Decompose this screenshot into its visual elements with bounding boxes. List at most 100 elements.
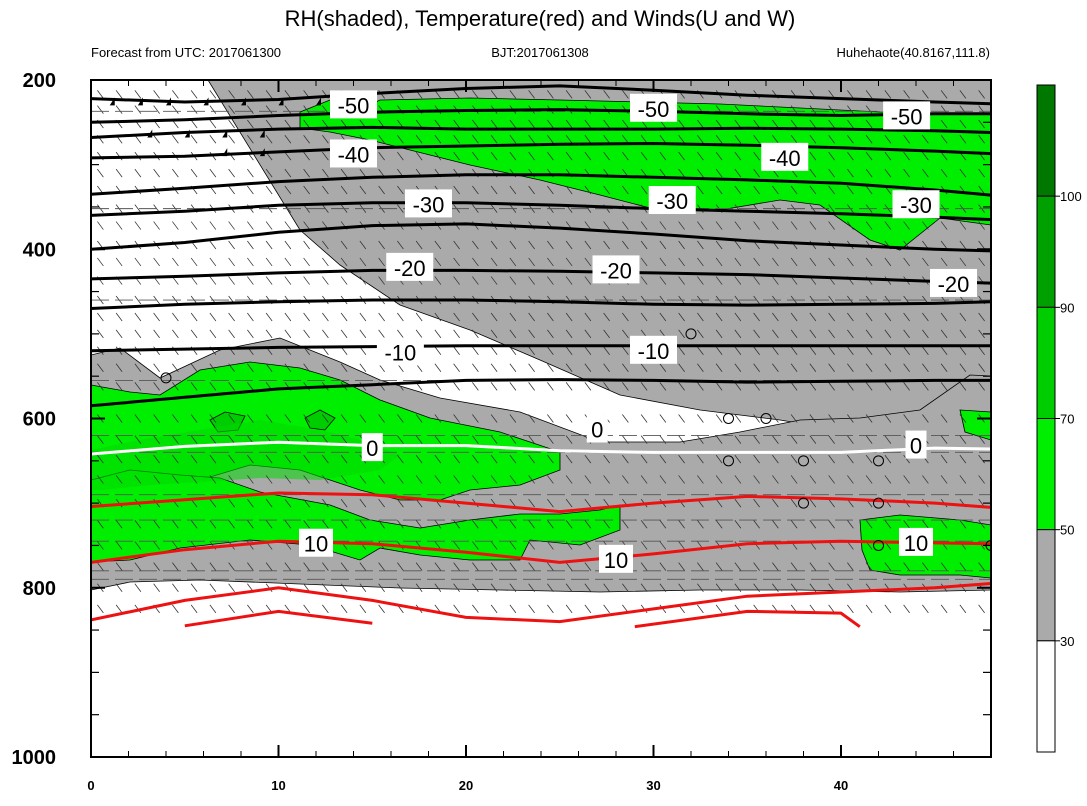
wind-barb (678, 312, 685, 322)
wind-barb (978, 454, 985, 464)
wind-barb (790, 346, 798, 356)
wind-barb (172, 382, 179, 391)
wind-barb (509, 562, 517, 571)
wind-barb (603, 363, 610, 372)
wind-barb (547, 414, 554, 423)
wind-barb (640, 134, 648, 144)
wind-barb (622, 454, 629, 464)
wind-barb (472, 119, 479, 129)
wind-barb (528, 329, 535, 339)
wind-barb (528, 475, 535, 484)
wind-barb (959, 562, 967, 571)
wind-barb (528, 151, 535, 161)
wind-barb (753, 583, 760, 592)
wind-barb (790, 363, 798, 372)
wind-barb (865, 90, 873, 99)
wind-barb (603, 119, 610, 129)
wind-barb (622, 119, 629, 129)
wind-barb (903, 363, 910, 372)
wind-barb (97, 562, 104, 571)
wind-barb (734, 363, 742, 372)
wind-barb (397, 498, 404, 508)
wind-barb (434, 90, 442, 99)
wind-barb (153, 475, 160, 484)
wind-barb (603, 90, 610, 99)
wind-barb (940, 604, 948, 614)
wind-barb (772, 185, 779, 195)
wind-barb (584, 276, 592, 285)
wind-barb (265, 185, 273, 195)
black-isotherms (91, 84, 991, 408)
wind-barb (734, 119, 742, 129)
wind-barb (134, 168, 142, 178)
wind-barb (303, 119, 310, 129)
wind-barb (115, 604, 123, 614)
wind-barb (528, 90, 535, 99)
wind-barb (565, 90, 573, 99)
wind-barb (453, 276, 460, 285)
wind-barb (303, 151, 310, 161)
wind-barb (584, 221, 592, 230)
wind-barb (209, 221, 217, 230)
wind-barb (678, 119, 685, 129)
wind-barb (847, 151, 854, 161)
wind-barb (509, 498, 517, 508)
wind-barb (490, 134, 498, 144)
wind-barb (809, 498, 817, 508)
wind-barb (715, 414, 723, 423)
wind-barb (247, 604, 254, 614)
wind-barb (322, 604, 329, 614)
wind-barb (940, 562, 948, 571)
wind-barb (790, 498, 798, 508)
wind-barb (490, 583, 498, 592)
wind-barb (884, 151, 892, 161)
wind-barb (715, 257, 723, 267)
wind-barb (303, 498, 310, 508)
wind-barb (734, 475, 742, 484)
wind-barb (565, 119, 573, 129)
wind-barb (884, 168, 892, 178)
x-tick-label: 20 (459, 778, 473, 793)
wind-barb (265, 105, 273, 114)
wind-barb (378, 562, 385, 571)
wind-barb (697, 454, 704, 464)
wind-barb (809, 105, 817, 114)
wind-barb (115, 562, 123, 571)
wind-barb (490, 520, 498, 529)
wind-barb (97, 604, 104, 614)
wind-barb (153, 414, 160, 423)
wind-barb (659, 435, 667, 444)
wind-barb (978, 90, 985, 99)
forecast-time-label: Forecast from UTC: 2017061300 (91, 45, 281, 60)
wind-barb (415, 134, 423, 144)
wind-barb (978, 562, 985, 571)
wind-barb (378, 257, 385, 267)
wind-barb (790, 185, 798, 195)
wind-barb (509, 363, 517, 372)
wind-barb (115, 520, 123, 529)
wind-barb (397, 475, 404, 484)
wind-barb (547, 90, 554, 99)
wind-barb (397, 185, 404, 195)
wind-barb (547, 312, 554, 322)
wind-barb (359, 240, 367, 250)
wind-barb (322, 498, 329, 508)
wind-barb (940, 151, 948, 161)
calm-circle (685, 328, 697, 340)
wind-barb (847, 475, 854, 484)
wind-barb (772, 119, 779, 129)
wind-barb (190, 134, 198, 144)
wind-barb (584, 363, 592, 372)
wind-barb (697, 168, 704, 178)
wind-barb (284, 134, 292, 144)
wind-barb (453, 604, 460, 614)
wind-barb (190, 583, 198, 592)
wind-barb (903, 454, 910, 464)
wind-barb (884, 329, 892, 339)
wind-barb (959, 363, 967, 372)
chart-title: RH(shaded), Temperature(red) and Winds(U… (285, 6, 796, 31)
wind-barb (978, 604, 985, 614)
wind-barb (640, 541, 648, 550)
wind-barb (509, 541, 517, 550)
wind-barb (865, 329, 873, 339)
